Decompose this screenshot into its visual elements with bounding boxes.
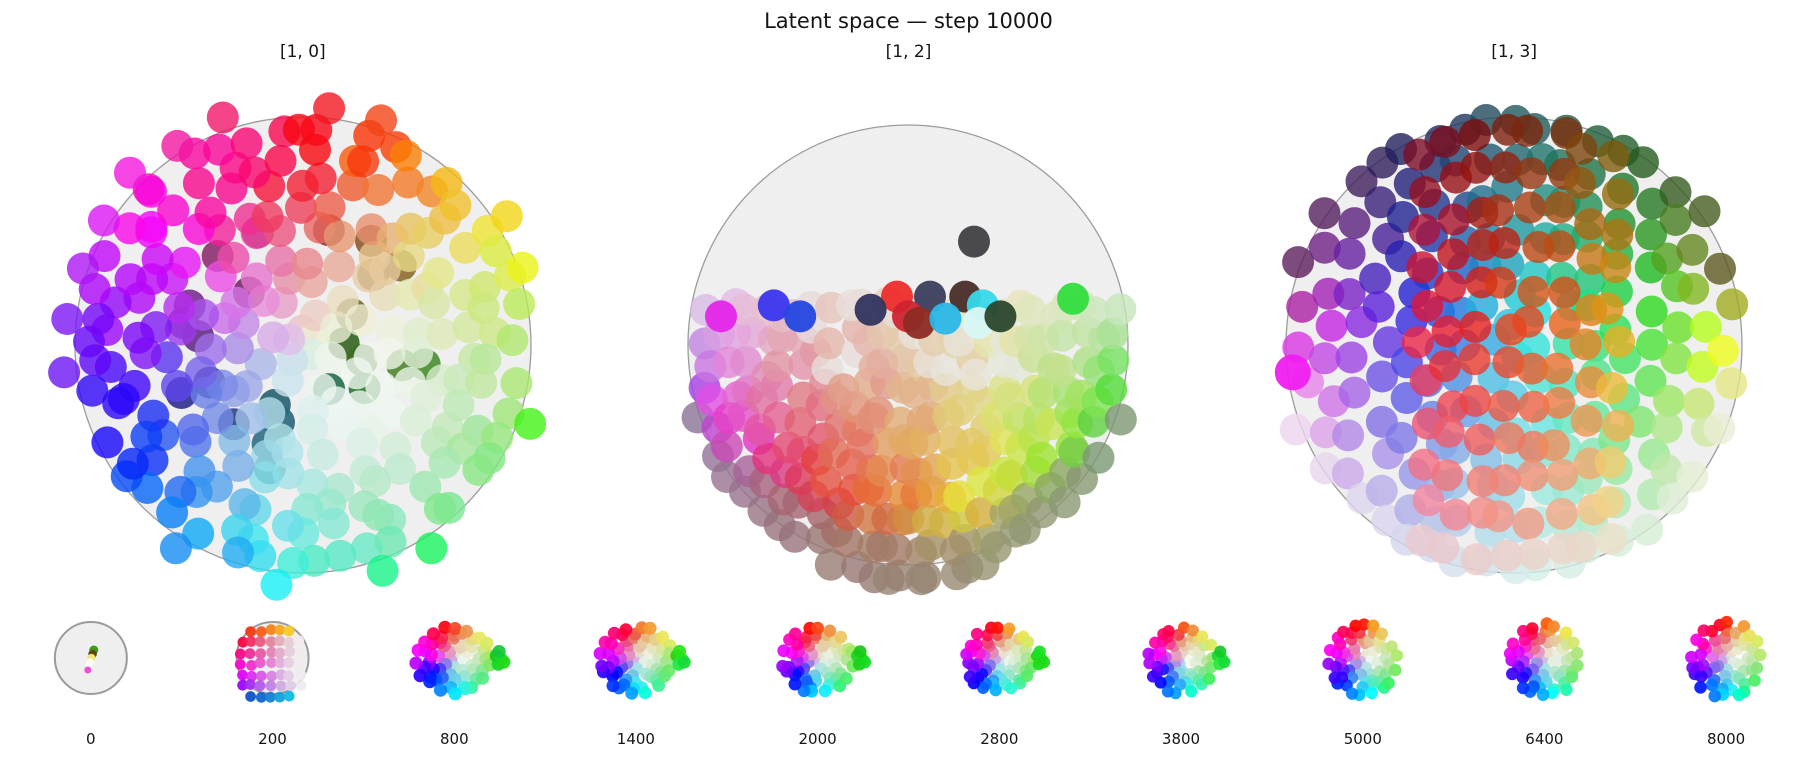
timeline-thumb-5000	[1322, 618, 1404, 702]
timeline-step-label-2800: 2800	[980, 730, 1019, 748]
panel-scatter-1-2	[681, 124, 1137, 596]
timeline-step-label-8000: 8000	[1707, 730, 1746, 748]
timeline-thumb-3800	[1142, 621, 1231, 700]
timeline-step-label-1400: 1400	[616, 730, 655, 748]
timeline-thumb-1400	[593, 621, 691, 700]
panel-title-1-2: [1, 2]	[885, 42, 932, 62]
figure-title: Latent space — step 10000	[764, 9, 1053, 33]
panel-scatter-1-0	[48, 92, 547, 601]
panel-scatter-1-3	[1274, 104, 1749, 585]
timeline-thumb-800	[409, 620, 511, 701]
panel-title-1-0: [1, 0]	[279, 42, 326, 62]
timeline-thumb-8000	[1685, 615, 1767, 703]
timeline-thumb-2000	[776, 621, 872, 698]
timeline-step-label-200: 200	[258, 730, 287, 748]
timeline-thumb-6400	[1503, 617, 1584, 701]
panel-title-1-3: [1, 3]	[1491, 42, 1538, 62]
timeline-thumb-200	[234, 621, 310, 703]
timeline-step-label-6400: 6400	[1525, 730, 1564, 748]
timeline-step-label-3800: 3800	[1161, 730, 1201, 748]
timeline-step-label-0: 0	[86, 730, 96, 748]
timeline-thumb-2800	[960, 621, 1051, 697]
timeline-step-label-2000: 2000	[798, 730, 837, 748]
timeline-step-label-5000: 5000	[1343, 730, 1382, 748]
timeline-step-label-800: 800	[439, 730, 469, 748]
timeline-thumb-0	[53, 621, 128, 695]
